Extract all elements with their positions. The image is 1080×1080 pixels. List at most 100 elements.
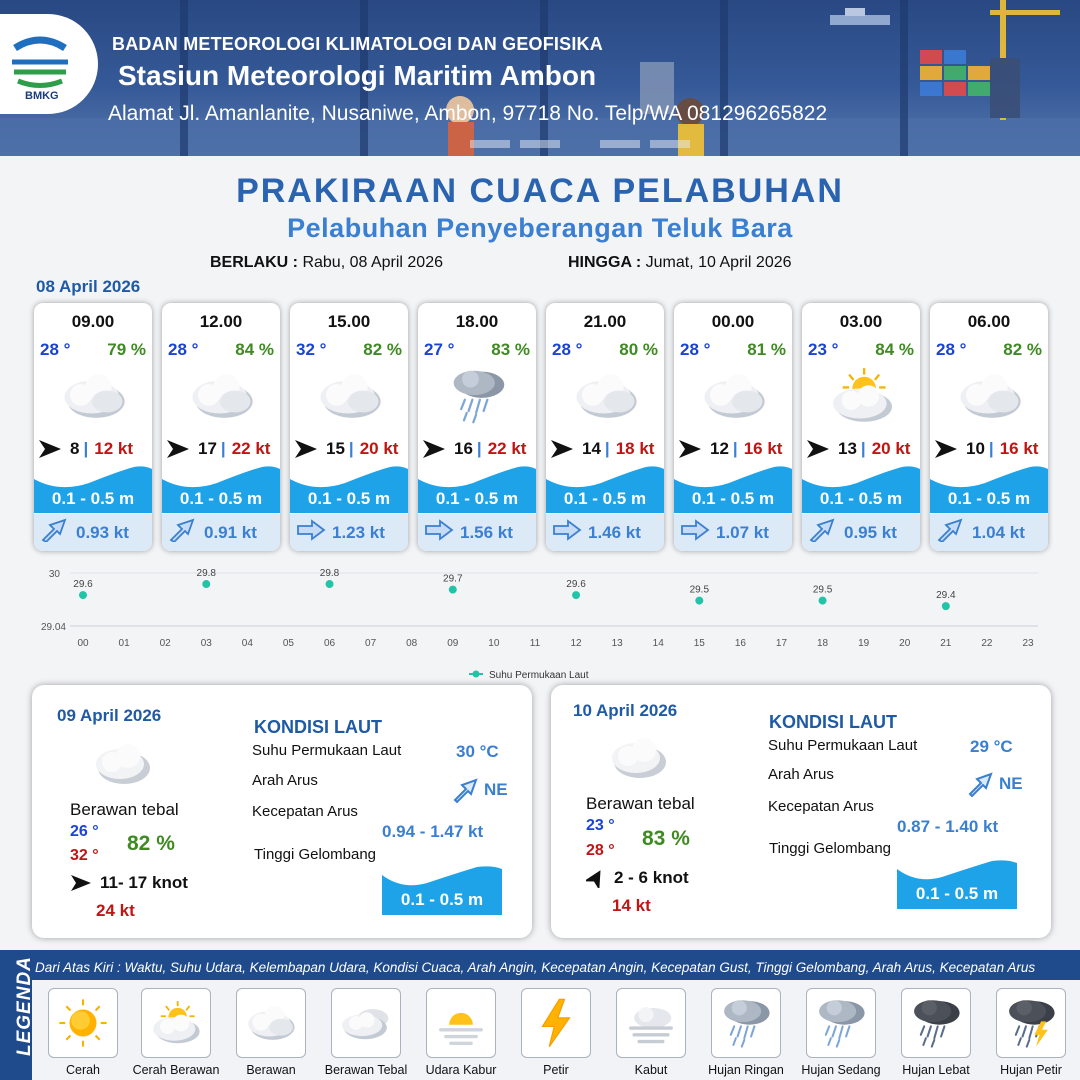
panel-wind-speed: 2 - 6 knot	[614, 868, 689, 887]
daily-forecast-panel-1: 09 April 2026 Berawan tebal 26 ° 32 ° 82…	[32, 685, 532, 938]
air-temperature: 28 °	[936, 340, 967, 359]
current-direction-value: NE	[999, 774, 1023, 793]
wind-speed: 15	[326, 439, 345, 458]
y-tick-label: 30	[49, 569, 61, 580]
x-tick-label: 13	[612, 638, 624, 649]
wind-separator: |	[732, 439, 738, 458]
legend-item-label: Hujan Sedang	[801, 1063, 881, 1077]
current-direction-label: Arah Arus	[252, 772, 318, 789]
validity-to-label: HINGGA :	[568, 254, 642, 271]
wind-direction-icon	[423, 440, 445, 458]
current-speed-label: Kecepatan Arus	[252, 803, 358, 820]
wave-height: 0.1 - 0.5 m	[691, 489, 775, 508]
hourly-forecast-card: 06.00 28 ° 82 % 10 | 16 kt 0.1 - 0.5 m 1…	[930, 303, 1048, 551]
gust-speed: 20 kt	[871, 439, 911, 458]
thick-cloud-icon	[96, 744, 150, 784]
wind-row: 16 | 22 kt	[422, 438, 534, 460]
air-temperature: 32 °	[296, 340, 327, 359]
wave-icon	[930, 466, 1048, 513]
wave-height: 0.1 - 0.5 m	[179, 489, 263, 508]
x-tick-label: 15	[694, 638, 706, 649]
x-tick-label: 01	[119, 638, 131, 649]
air-temperature: 28 °	[168, 340, 199, 359]
legend-item-label: Berawan	[246, 1063, 296, 1077]
wind-separator: |	[988, 439, 994, 458]
x-tick-label: 21	[940, 638, 952, 649]
hourly-forecast-card: 18.00 27 ° 83 % 16 | 22 kt 0.1 - 0.5 m 1…	[418, 303, 536, 551]
x-tick-label: 11	[530, 638, 541, 649]
humidity: 80 %	[619, 340, 658, 359]
wave-height-value: 0.1 - 0.5 m	[400, 890, 484, 909]
forecast-time: 09.00	[71, 312, 115, 331]
wave-icon	[290, 466, 408, 513]
humidity: 79 %	[107, 340, 146, 359]
sst-value: 29 °C	[970, 737, 1013, 756]
data-label: 29.7	[443, 574, 463, 585]
gust-speed: 16 kt	[743, 439, 783, 458]
header-banner: BMKG BADAN METEOROLOGI KLIMATOLOGI DAN G…	[0, 0, 1080, 156]
x-tick-label: 05	[283, 638, 295, 649]
panel-humidity: 82 %	[127, 832, 175, 855]
current-speed: 0.95 kt	[844, 522, 897, 542]
validity-from-label: BERLAKU :	[210, 254, 298, 271]
current-speed: 1.04 kt	[972, 522, 1025, 542]
current-direction-label: Arah Arus	[768, 766, 834, 783]
cloud-icon	[236, 988, 306, 1058]
wind-speed: 10	[966, 439, 985, 458]
page-title: PRAKIRAAN CUACA PELABUHAN	[236, 172, 844, 210]
wave-icon	[34, 466, 152, 513]
current-row: 1.56 kt	[418, 514, 536, 551]
wave-icon	[418, 466, 536, 513]
data-label: 29.5	[813, 585, 833, 596]
panel-date: 09 April 2026	[57, 706, 162, 725]
current-direction-icon	[40, 518, 76, 547]
gust-speed: 22 kt	[487, 439, 527, 458]
thunderstorm-icon	[996, 988, 1066, 1058]
validity-from-value: Rabu, 08 April 2026	[302, 254, 443, 271]
x-tick-label: 19	[858, 638, 870, 649]
data-point	[941, 602, 950, 611]
wave-height-label: Tinggi Gelombang	[254, 846, 377, 863]
x-tick-label: 10	[488, 638, 500, 649]
current-direction-icon	[168, 518, 204, 547]
thick-cloud-icon	[571, 363, 641, 429]
hourly-forecast-card: 15.00 32 ° 82 % 15 | 20 kt 0.1 - 0.5 m 1…	[290, 303, 408, 551]
data-point	[818, 596, 827, 605]
data-point	[695, 596, 704, 605]
wind-separator: |	[476, 439, 482, 458]
sea-condition-title: KONDISI LAUT	[254, 717, 382, 737]
gust-speed: 20 kt	[359, 439, 399, 458]
data-point	[448, 585, 457, 594]
thick-cloud-icon	[59, 363, 129, 429]
data-point	[202, 580, 211, 589]
humidity: 81 %	[747, 340, 786, 359]
wind-speed: 8	[70, 439, 80, 458]
wind-direction-icon	[551, 440, 573, 458]
forecast-time: 12.00	[199, 312, 243, 331]
wave-icon	[546, 466, 664, 513]
forecast-time: 06.00	[967, 312, 1011, 331]
current-direction-icon	[552, 518, 588, 547]
humidity: 84 %	[235, 340, 274, 359]
validity-to-value: Jumat, 10 April 2026	[645, 254, 792, 271]
legend-item-label: Cerah Berawan	[132, 1063, 220, 1077]
hourly-forecast-card: 12.00 28 ° 84 % 17 | 22 kt 0.1 - 0.5 m 0…	[162, 303, 280, 551]
hourly-forecast-card: 00.00 28 ° 81 % 12 | 16 kt 0.1 - 0.5 m 1…	[674, 303, 792, 551]
x-tick-label: 12	[570, 638, 582, 649]
heavy-rain-icon	[901, 988, 971, 1058]
panel-condition: Berawan tebal	[586, 794, 695, 813]
legend-marker	[472, 670, 480, 678]
sun-cloud-icon	[141, 988, 211, 1058]
wind-direction-icon	[167, 440, 189, 458]
wave-height: 0.1 - 0.5 m	[947, 489, 1031, 508]
thick-cloud-icon	[612, 738, 666, 778]
moderate-rain-icon	[806, 988, 876, 1058]
wind-separator: |	[604, 439, 610, 458]
data-label: 29.8	[197, 568, 217, 579]
legend-items: Cerah Cerah Berawan Berawan Berawan Tebal Ud…	[32, 980, 1080, 1080]
data-label: 29.6	[566, 579, 586, 590]
data-point	[325, 580, 334, 589]
wave-height: 0.1 - 0.5 m	[307, 489, 391, 508]
current-row: 0.93 kt	[34, 514, 152, 551]
wind-row: 17 | 22 kt	[166, 438, 278, 460]
